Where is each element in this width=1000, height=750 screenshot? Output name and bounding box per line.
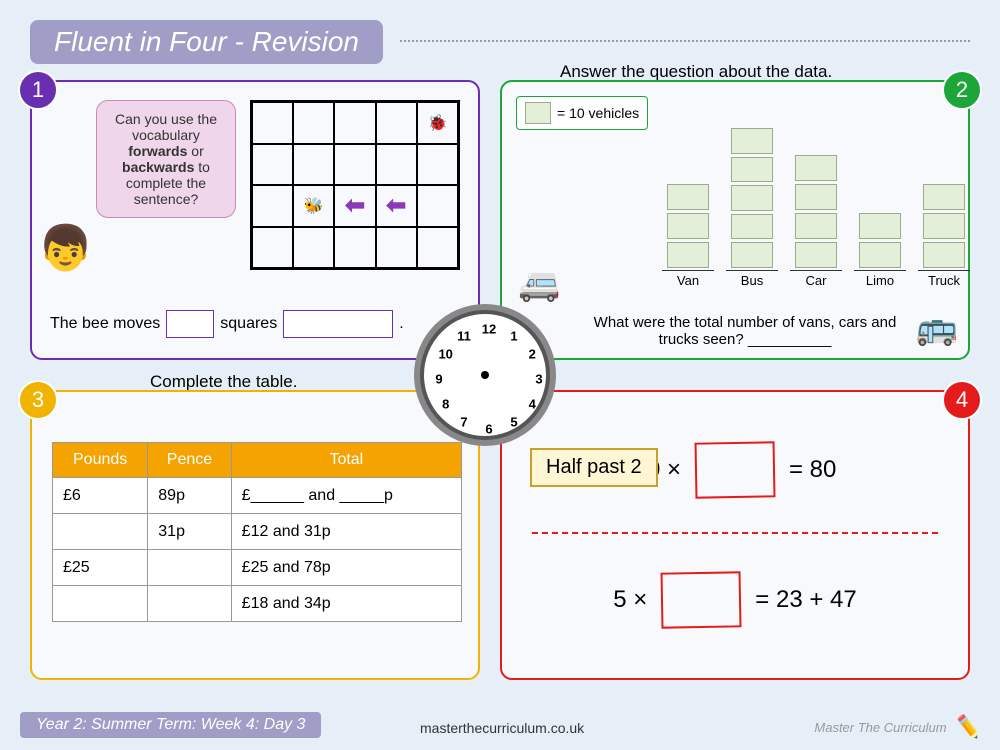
page-title: Fluent in Four - Revision [30, 20, 383, 64]
time-label: Half past 2 [530, 448, 658, 487]
money-table: PoundsPenceTotal£689p£______ and _____p3… [52, 442, 462, 622]
badge-4: 4 [942, 380, 982, 420]
q1-blank-1[interactable] [166, 310, 214, 338]
q1-text-c: . [399, 315, 403, 333]
clock-icon: 123456789101112 [420, 310, 550, 440]
badge-3: 3 [18, 380, 58, 420]
q2-question: What were the total number of vans, cars… [592, 314, 898, 348]
movement-grid: 🐞🐝⬅⬅ [250, 100, 460, 270]
footer-brand: Master The Curriculum ✏️ [814, 714, 980, 740]
eq1-right: = 80 [789, 456, 836, 484]
boy-avatar-icon: 👦 [38, 222, 93, 274]
panel-q1: Can you use the vocabulary forwards or b… [30, 80, 480, 360]
speech-bold-1: forwards [128, 143, 187, 159]
clock-container: 123456789101112 [420, 310, 550, 440]
legend-text: = 10 vehicles [557, 105, 639, 121]
q4-divider [532, 532, 938, 534]
speech-text: Can you use the vocabulary [115, 111, 217, 143]
pencil-icon: ✏️ [953, 714, 980, 740]
panel-q3: PoundsPenceTotal£689p£______ and _____p3… [30, 390, 480, 680]
speech-bubble: Can you use the vocabulary forwards or b… [96, 100, 236, 218]
equation-2: 5 × = 23 + 47 [502, 572, 968, 628]
panel-q4: 10 × = 80 5 × = 23 + 47 [500, 390, 970, 680]
q1-text-a: The bee moves [50, 315, 160, 333]
q1-sentence: The bee moves squares . [50, 310, 404, 338]
q1-blank-2[interactable] [283, 310, 393, 338]
header-divider [400, 40, 970, 42]
speech-bold-2: backwards [122, 159, 194, 175]
footer-url: masterthecurriculum.co.uk [420, 720, 584, 736]
legend-square-icon [525, 102, 551, 124]
footer-brand-text: Master The Curriculum [814, 720, 946, 735]
speech-text-mid: or [187, 143, 203, 159]
van-icon: 🚐 [518, 264, 560, 304]
bus-icon: 🚌 [916, 308, 958, 348]
footer-term: Year 2: Summer Term: Week 4: Day 3 [20, 712, 321, 738]
eq2-left: 5 × [613, 586, 647, 614]
q1-text-b: squares [220, 315, 277, 333]
panel-q2: = 10 vehicles VanBusCarLimoTruck 🚐 🚌 Wha… [500, 80, 970, 360]
q2-title: Answer the question about the data. [560, 62, 832, 82]
pictogram-chart: VanBusCarLimoTruck [662, 92, 954, 288]
q3-title: Complete the table. [150, 372, 297, 392]
eq2-right: = 23 + 47 [755, 586, 856, 614]
clock-center [481, 371, 489, 379]
eq1-blank[interactable] [695, 441, 776, 498]
badge-1: 1 [18, 70, 58, 110]
badge-2: 2 [942, 70, 982, 110]
pictogram-legend: = 10 vehicles [516, 96, 648, 130]
eq2-blank[interactable] [661, 571, 742, 628]
